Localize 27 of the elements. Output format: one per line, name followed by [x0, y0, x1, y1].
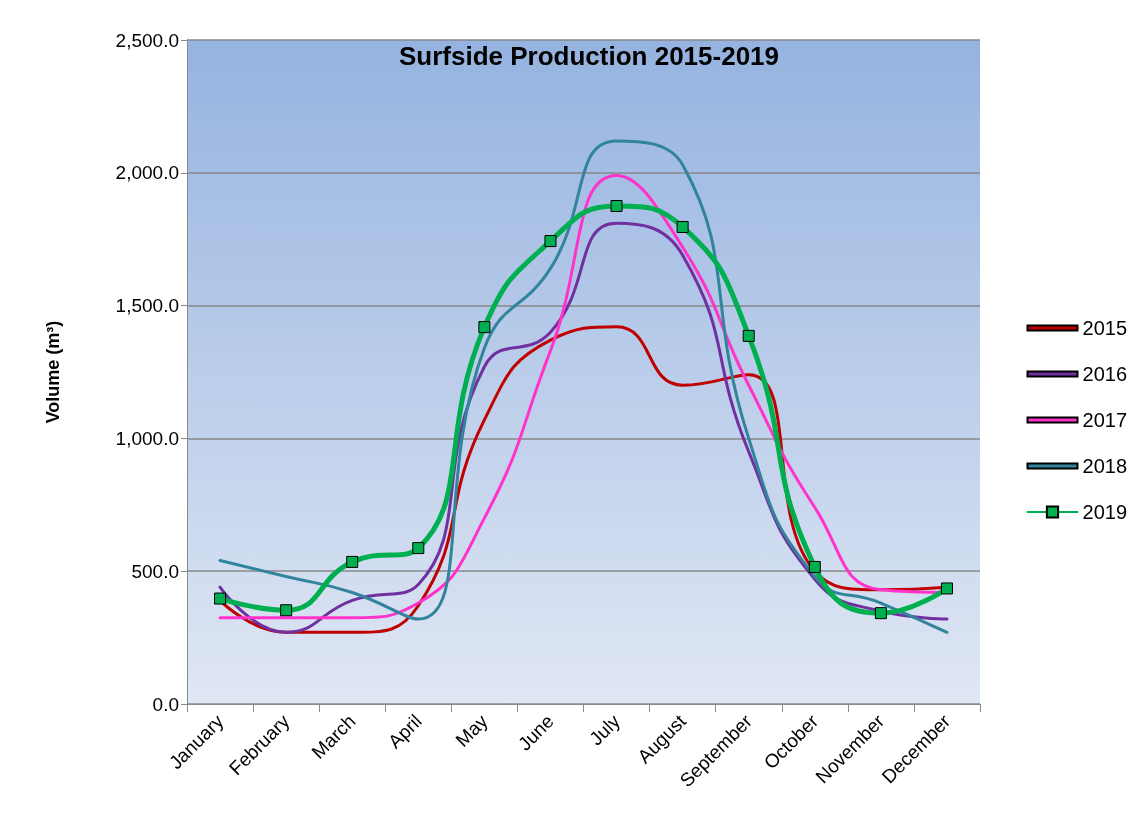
- point: [478, 321, 491, 334]
- y-tick-label: 2,000.0: [115, 162, 179, 184]
- point: [346, 555, 359, 568]
- legend-label: 2018: [1082, 455, 1128, 477]
- point: [544, 235, 557, 248]
- point: [610, 200, 623, 212]
- legend-label: 2015: [1082, 317, 1128, 339]
- point: [676, 220, 689, 233]
- legend-label: 2016: [1082, 363, 1128, 385]
- point: [874, 607, 887, 620]
- chart-title: Surfside Production 2015-2019: [398, 41, 780, 71]
- x-tick-label: May: [451, 710, 493, 751]
- y-tick-label: 500.0: [131, 560, 179, 582]
- y-axis-title: Volume (m³): [43, 320, 63, 424]
- point: [214, 592, 227, 605]
- y-tick-label: 0.0: [152, 693, 179, 715]
- legend-label: 2019: [1082, 501, 1128, 523]
- point: [412, 542, 425, 555]
- x-tick-label: July: [585, 710, 625, 750]
- y-tick-label: 2,500.0: [115, 29, 179, 51]
- point: [742, 329, 755, 342]
- point: [280, 604, 293, 617]
- y-tick-label: 1,000.0: [115, 427, 179, 449]
- point: [940, 582, 953, 595]
- y-tick-label: 1,500.0: [115, 295, 179, 317]
- legend-label: 2017: [1082, 409, 1128, 431]
- point: [808, 560, 821, 573]
